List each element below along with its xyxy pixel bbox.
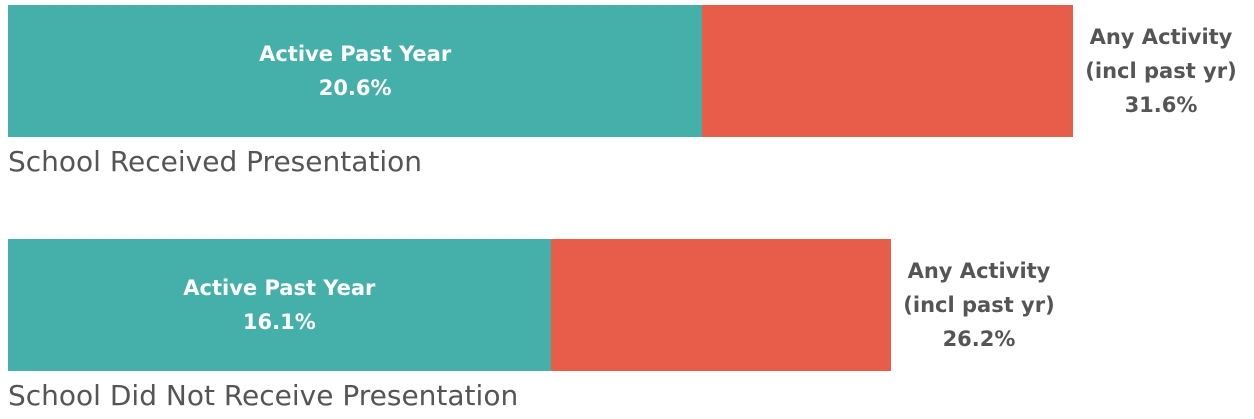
bar bbox=[8, 5, 703, 137]
series-name: Any Activity (incl past yr) bbox=[903, 259, 1055, 317]
bar-label: Any Activity (incl past yr) 31.6% bbox=[1076, 0, 1246, 147]
series-name: Active Past Year bbox=[259, 42, 452, 66]
value-label: 26.2% bbox=[942, 327, 1016, 351]
bar-label: Active Past Year 16.1% bbox=[8, 239, 551, 371]
value-label: 31.6% bbox=[1124, 93, 1198, 117]
bar bbox=[8, 239, 551, 371]
bar-label: Any Activity (incl past yr) 26.2% bbox=[894, 229, 1064, 381]
value-label: 16.1% bbox=[242, 310, 316, 334]
category-label: School Did Not Receive Presentation bbox=[8, 379, 519, 412]
bar-label: Active Past Year 20.6% bbox=[8, 5, 702, 137]
category-label: School Received Presentation bbox=[8, 145, 422, 178]
series-name: Active Past Year bbox=[183, 276, 376, 300]
value-label: 20.6% bbox=[318, 76, 392, 100]
series-name: Any Activity (incl past yr) bbox=[1085, 25, 1237, 83]
